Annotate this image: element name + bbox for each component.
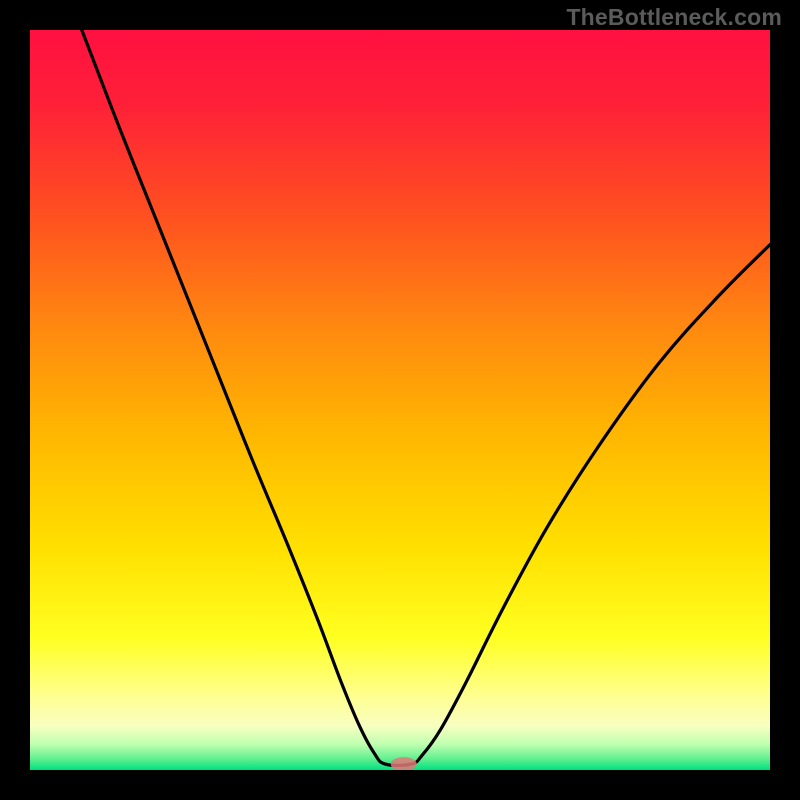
watermark-text: TheBottleneck.com [566, 4, 782, 31]
plot-area [30, 30, 770, 770]
optimum-marker [30, 30, 770, 770]
chart-container: TheBottleneck.com [0, 0, 800, 800]
